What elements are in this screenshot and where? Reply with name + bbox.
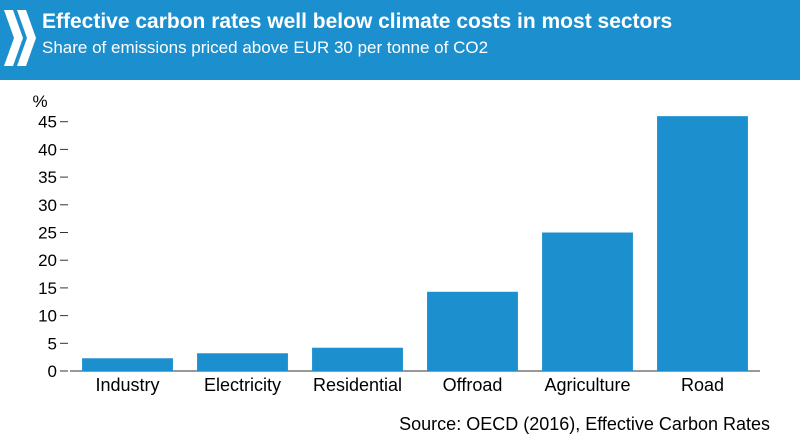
y-tick-label: 30 xyxy=(38,196,57,215)
y-tick-label: 0 xyxy=(48,362,57,381)
bars-group xyxy=(82,116,748,371)
chart-title: Effective carbon rates well below climat… xyxy=(42,10,673,33)
y-tick-label: 25 xyxy=(38,224,57,243)
bar-chart: % 0 5 10 15 20 25 30 35 40 45 Industry Electricity… xyxy=(32,92,760,395)
source-note: Source: OECD (2016), Effective Carbon Ra… xyxy=(399,414,770,434)
x-tick-label: Electricity xyxy=(204,375,281,395)
bar-road xyxy=(657,116,748,371)
x-tick-label: Residential xyxy=(313,375,402,395)
x-tick-label: Offroad xyxy=(443,375,503,395)
x-tick-label: Industry xyxy=(95,375,159,395)
y-tick-label: 5 xyxy=(48,334,57,353)
x-axis-labels: Industry Electricity Residential Offroad Agr… xyxy=(95,375,724,395)
double-chevron-right-icon xyxy=(4,10,36,66)
y-tick-label: 20 xyxy=(38,251,57,270)
y-tick-label: 10 xyxy=(38,307,57,326)
bar-agriculture xyxy=(542,232,633,371)
y-axis: 0 5 10 15 20 25 30 35 40 45 xyxy=(38,113,760,381)
bar-residential xyxy=(312,347,403,371)
x-tick-label: Road xyxy=(681,375,724,395)
header-banner: Effective carbon rates well below climat… xyxy=(0,0,800,80)
x-tick-label: Agriculture xyxy=(544,375,630,395)
y-axis-unit-label: % xyxy=(32,92,47,111)
y-tick-label: 35 xyxy=(38,168,57,187)
y-tick-label: 15 xyxy=(38,279,57,298)
y-tick-label: 45 xyxy=(38,113,57,132)
chart-subtitle: Share of emissions priced above EUR 30 p… xyxy=(42,38,489,57)
bar-electricity xyxy=(197,353,288,371)
bar-offroad xyxy=(427,291,518,371)
y-tick-label: 40 xyxy=(38,140,57,159)
bar-industry xyxy=(82,358,173,371)
